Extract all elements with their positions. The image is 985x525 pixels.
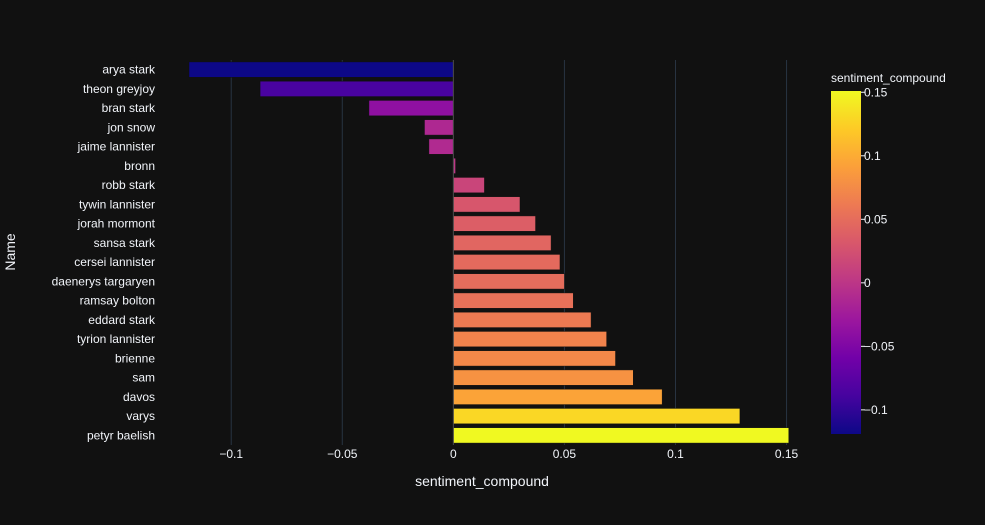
y-category-label: tywin lannister — [79, 197, 155, 211]
bar[interactable] — [453, 369, 634, 386]
x-tick-label: 0.05 — [553, 447, 577, 461]
y-category-label: jorah mormont — [77, 217, 156, 231]
y-category-label: jaime lannister — [77, 140, 155, 154]
bar[interactable] — [453, 427, 790, 444]
y-category-label: sansa stark — [94, 236, 156, 250]
gridlines — [230, 60, 788, 445]
colorbar-tick-labels: −0.1 −0.05 0 0.05 0.1 0.15 — [861, 85, 895, 417]
bars — [188, 61, 790, 444]
y-category-label: bran stark — [102, 101, 156, 115]
bar[interactable] — [453, 215, 536, 232]
y-axis-labels: arya stark theon greyjoy bran stark jon sno… — [52, 63, 156, 443]
x-tick-label: 0.15 — [775, 447, 799, 461]
x-tick-label: −0.1 — [219, 447, 243, 461]
bar[interactable] — [453, 254, 561, 271]
bar[interactable] — [188, 61, 454, 78]
x-tick-label: −0.05 — [327, 447, 358, 461]
bar[interactable] — [453, 196, 521, 213]
y-category-label: petyr baelish — [87, 428, 155, 442]
bar[interactable] — [453, 177, 485, 194]
colorbar-tick-label: −0.05 — [864, 339, 895, 353]
y-category-label: eddard stark — [88, 313, 156, 327]
y-category-label: jon snow — [107, 120, 156, 134]
bar[interactable] — [453, 311, 592, 328]
y-category-label: bronn — [124, 159, 155, 173]
bar[interactable] — [453, 292, 574, 309]
bar[interactable] — [259, 80, 454, 97]
bar[interactable] — [453, 350, 616, 367]
bar[interactable] — [428, 138, 454, 155]
y-category-label: brienne — [115, 351, 155, 365]
bar[interactable] — [453, 273, 565, 290]
colorbar-gradient — [831, 91, 861, 434]
x-axis-title: sentiment_compound — [415, 473, 549, 489]
bar[interactable] — [424, 119, 454, 136]
y-category-label: cersei lannister — [74, 255, 155, 269]
colorbar: sentiment_compound −0.1 −0.05 0 0.05 0.1 0.15 — [831, 71, 946, 434]
y-category-label: davos — [123, 390, 155, 404]
y-axis-title: Name — [2, 233, 18, 271]
y-category-label: varys — [126, 409, 155, 423]
y-category-label: robb stark — [102, 178, 156, 192]
colorbar-tick-label: 0 — [864, 276, 871, 290]
colorbar-tick-label: 0.05 — [864, 212, 888, 226]
y-category-label: sam — [132, 371, 155, 385]
y-category-label: ramsay bolton — [80, 294, 155, 308]
bar[interactable] — [453, 408, 741, 425]
bar[interactable] — [368, 100, 454, 117]
bar[interactable] — [453, 331, 607, 348]
colorbar-tick-label: −0.1 — [864, 403, 888, 417]
x-tick-label: 0 — [450, 447, 457, 461]
colorbar-title: sentiment_compound — [831, 71, 946, 85]
y-category-label: tyrion lannister — [77, 332, 155, 346]
y-category-label: theon greyjoy — [83, 82, 155, 96]
colorbar-tick-label: 0.15 — [864, 85, 888, 99]
bar[interactable] — [453, 388, 663, 405]
colorbar-tick-label: 0.1 — [864, 149, 881, 163]
x-axis-tick-labels: −0.1 −0.05 0 0.05 0.1 0.15 — [219, 447, 798, 461]
y-category-label: arya stark — [102, 63, 156, 77]
x-tick-label: 0.1 — [667, 447, 684, 461]
bar[interactable] — [453, 234, 552, 251]
y-category-label: daenerys targaryen — [52, 274, 155, 288]
